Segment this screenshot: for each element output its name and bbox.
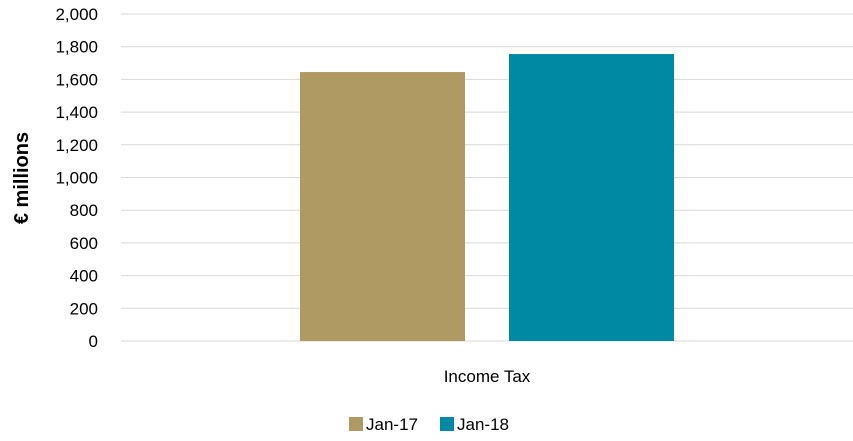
y-tick-label: 400 [70,267,98,286]
bar-jan-18 [509,54,674,342]
legend-label: Jan-18 [457,415,509,434]
y-tick-label: 1,400 [55,103,98,122]
x-category-label: Income Tax [444,367,531,386]
y-tick-label: 200 [70,299,98,318]
gridlines [121,13,853,342]
legend-swatch-jan-17 [349,417,363,431]
y-axis-ticks: 0 200 400 600 800 1,000 1,200 1,400 1,600 1,800 2,… [55,5,98,351]
bars [300,54,674,342]
legend: Jan-17 Jan-18 [349,415,509,434]
y-tick-label: 600 [70,234,98,253]
bar-jan-17 [300,72,465,341]
y-axis-label: € millions [11,132,33,224]
legend-swatch-jan-18 [440,417,454,431]
y-tick-label: 800 [70,201,98,220]
category-labels: Income Tax [444,367,531,386]
y-tick-label: 1,800 [55,38,98,57]
legend-label: Jan-17 [366,415,418,434]
y-tick-label: 2,000 [55,5,98,24]
y-tick-label: 1,000 [55,169,98,188]
y-tick-label: 0 [89,332,98,351]
y-tick-label: 1,200 [55,136,98,155]
y-tick-label: 1,600 [55,70,98,89]
